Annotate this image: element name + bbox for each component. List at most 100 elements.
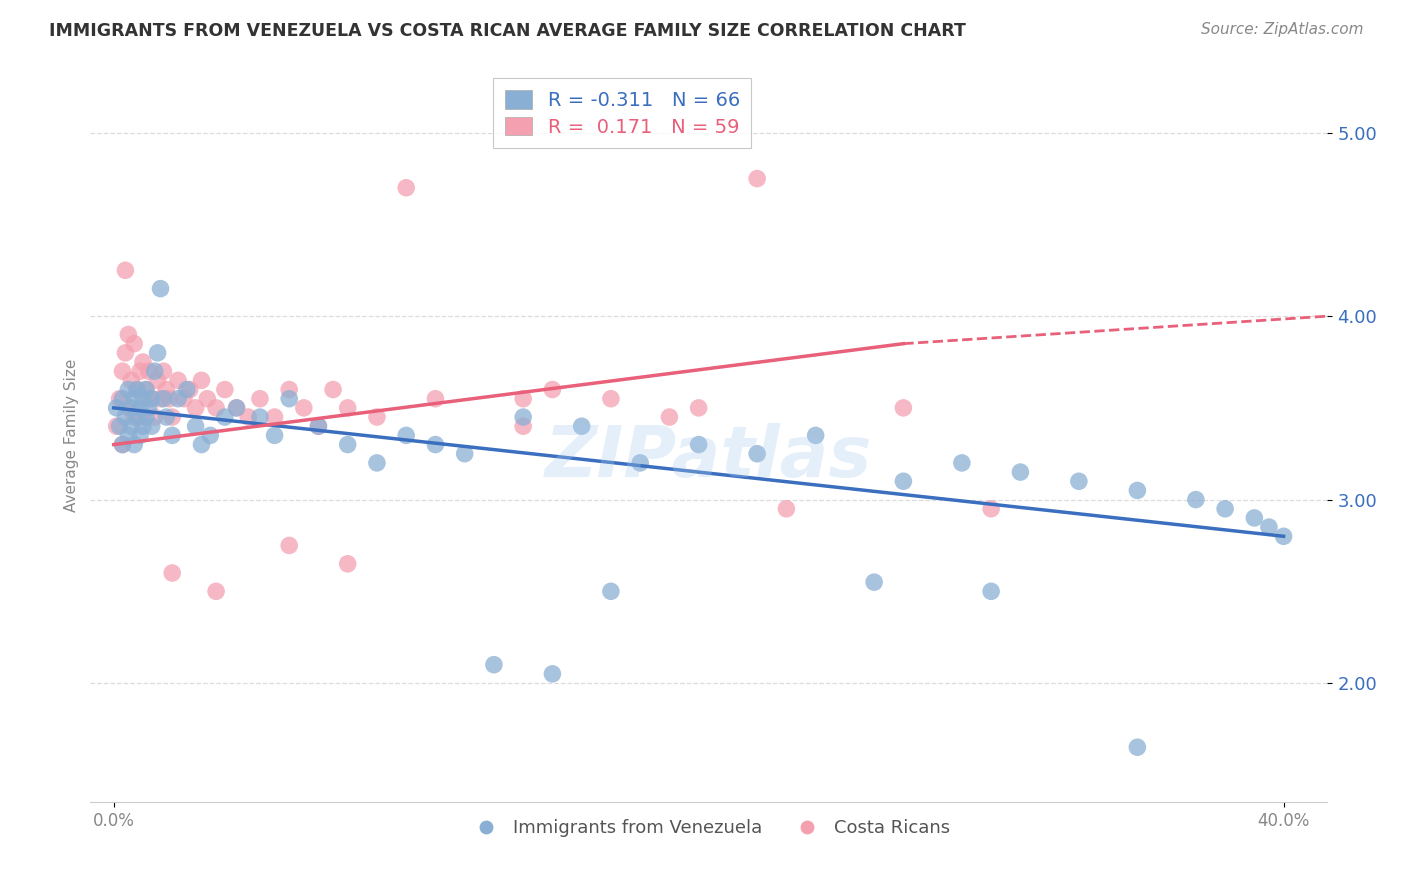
Text: ZIPatlas: ZIPatlas <box>546 423 873 491</box>
Point <box>184 401 207 415</box>
Point <box>111 437 134 451</box>
Point <box>263 428 285 442</box>
Point <box>249 410 271 425</box>
Point <box>893 401 915 415</box>
Point <box>950 456 973 470</box>
Point <box>1185 492 1208 507</box>
Point <box>278 538 301 552</box>
Point <box>167 373 190 387</box>
Point <box>214 410 236 425</box>
Point <box>541 383 564 397</box>
Point <box>1272 529 1295 543</box>
Point <box>307 419 329 434</box>
Text: IMMIGRANTS FROM VENEZUELA VS COSTA RICAN AVERAGE FAMILY SIZE CORRELATION CHART: IMMIGRANTS FROM VENEZUELA VS COSTA RICAN… <box>49 22 966 40</box>
Point <box>512 392 534 406</box>
Point <box>141 392 163 406</box>
Point <box>132 392 155 406</box>
Point <box>105 419 128 434</box>
Point <box>1243 511 1265 525</box>
Text: Source: ZipAtlas.com: Source: ZipAtlas.com <box>1201 22 1364 37</box>
Point <box>249 392 271 406</box>
Point <box>114 346 136 360</box>
Point <box>149 282 172 296</box>
Point <box>322 383 344 397</box>
Point <box>160 566 183 580</box>
Point <box>111 392 134 406</box>
Point <box>146 373 169 387</box>
Point <box>127 410 149 425</box>
Point <box>425 437 447 451</box>
Point <box>1126 740 1149 755</box>
Point <box>146 346 169 360</box>
Point <box>292 401 315 415</box>
Point <box>120 373 142 387</box>
Point <box>425 392 447 406</box>
Point <box>205 584 228 599</box>
Point <box>225 401 247 415</box>
Point <box>108 392 131 406</box>
Point <box>980 501 1002 516</box>
Point <box>135 410 157 425</box>
Point <box>453 447 475 461</box>
Point <box>152 364 174 378</box>
Point <box>138 364 160 378</box>
Point <box>366 456 388 470</box>
Point <box>747 447 769 461</box>
Point <box>200 428 222 442</box>
Point <box>120 401 142 415</box>
Point <box>132 355 155 369</box>
Point <box>179 383 201 397</box>
Point <box>117 327 139 342</box>
Point <box>129 401 152 415</box>
Point <box>1213 501 1236 516</box>
Point <box>173 392 195 406</box>
Point <box>108 419 131 434</box>
Point <box>184 419 207 434</box>
Point <box>111 437 134 451</box>
Point <box>132 419 155 434</box>
Point <box>225 401 247 415</box>
Point <box>120 419 142 434</box>
Point <box>122 336 145 351</box>
Point <box>512 419 534 434</box>
Point <box>600 392 623 406</box>
Point <box>149 392 172 406</box>
Point <box>571 419 593 434</box>
Point <box>155 383 177 397</box>
Point <box>127 383 149 397</box>
Point <box>167 392 190 406</box>
Point <box>141 419 163 434</box>
Legend: Immigrants from Venezuela, Costa Ricans: Immigrants from Venezuela, Costa Ricans <box>460 812 957 845</box>
Point <box>214 383 236 397</box>
Point <box>117 383 139 397</box>
Point <box>658 410 681 425</box>
Point <box>129 364 152 378</box>
Point <box>135 383 157 397</box>
Point <box>775 501 797 516</box>
Point <box>863 575 886 590</box>
Point <box>138 401 160 415</box>
Point <box>1067 475 1090 489</box>
Point <box>278 392 301 406</box>
Point <box>278 383 301 397</box>
Point <box>366 410 388 425</box>
Point <box>111 364 134 378</box>
Point <box>395 428 418 442</box>
Point <box>152 392 174 406</box>
Point <box>336 437 359 451</box>
Point <box>117 401 139 415</box>
Point <box>160 428 183 442</box>
Point <box>205 401 228 415</box>
Point <box>190 373 212 387</box>
Point <box>688 401 710 415</box>
Y-axis label: Average Family Size: Average Family Size <box>65 359 79 512</box>
Point <box>143 410 166 425</box>
Point <box>157 392 180 406</box>
Point <box>190 437 212 451</box>
Point <box>176 383 198 397</box>
Point <box>122 437 145 451</box>
Point <box>129 410 152 425</box>
Point <box>141 392 163 406</box>
Point <box>747 171 769 186</box>
Point <box>628 456 651 470</box>
